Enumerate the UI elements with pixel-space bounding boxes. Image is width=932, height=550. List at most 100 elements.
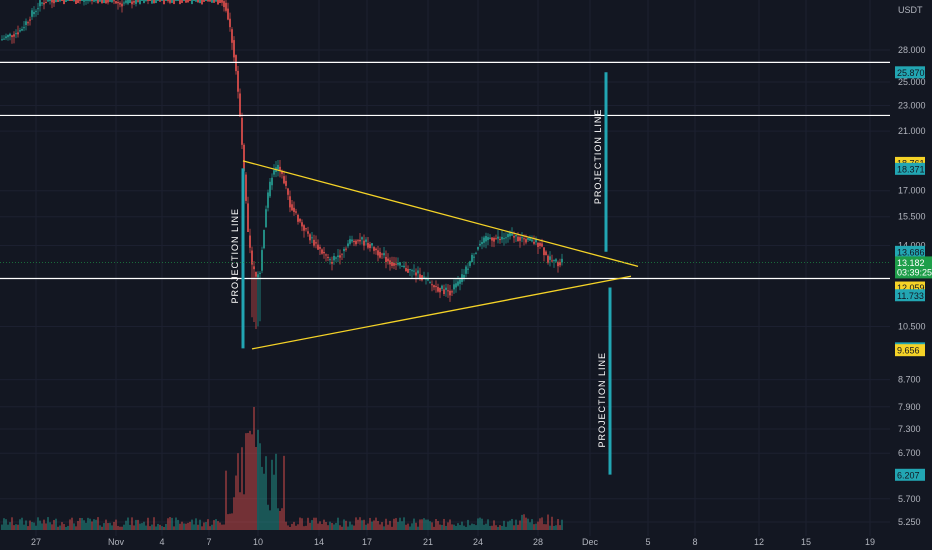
trendlines[interactable]	[242, 160, 639, 350]
candle-body	[283, 176, 285, 184]
candle-body	[295, 211, 297, 213]
volume-bar	[497, 526, 499, 530]
candle-body	[383, 253, 385, 256]
volume-bar	[229, 513, 231, 530]
volume-bar	[99, 525, 101, 530]
candle-body	[527, 237, 529, 240]
volume-bar	[457, 523, 459, 530]
volume-bar	[29, 520, 31, 530]
volume-bar	[23, 524, 25, 530]
candle-body	[247, 203, 249, 232]
candle-body	[471, 254, 473, 263]
candle-body	[199, 0, 201, 4]
candle-body	[27, 22, 29, 24]
candle-body	[303, 225, 305, 231]
volume-bar	[543, 524, 545, 530]
volume-bar	[9, 522, 11, 530]
volume-bar	[433, 526, 435, 530]
price-badges: 25.87018.76118.37113.68613.06512.05911.7…	[0, 66, 932, 481]
volume-bar	[255, 446, 257, 530]
price-badge	[895, 245, 925, 258]
candle-body	[481, 242, 483, 245]
volume-bar	[479, 517, 481, 530]
candle-body	[263, 229, 265, 249]
candle-body	[537, 242, 539, 247]
candle-body	[31, 10, 33, 17]
candle-body	[551, 260, 553, 262]
candle-body	[267, 192, 269, 208]
candle-body	[87, 0, 89, 1]
volume-bar	[157, 523, 159, 530]
volume-bar	[171, 517, 173, 530]
volume-bar	[107, 523, 109, 530]
candle-body	[535, 239, 537, 243]
volume-bar	[91, 521, 93, 530]
volume-bar	[549, 525, 551, 530]
candle-body	[489, 237, 491, 239]
volume-bar	[321, 524, 323, 530]
candle-body	[359, 239, 361, 242]
volume-bar	[39, 520, 41, 530]
candle-body	[43, 2, 45, 5]
volume-bar	[371, 521, 373, 530]
volume-bar	[211, 524, 213, 530]
candle-body	[457, 281, 459, 286]
volume-bar	[205, 522, 207, 530]
candle-body	[455, 283, 457, 288]
volume-bar	[273, 474, 275, 530]
candle-body	[225, 2, 227, 11]
candle-body	[361, 237, 363, 240]
candle-body	[15, 33, 17, 35]
volume-bar	[295, 525, 297, 530]
upper-trendline[interactable]	[242, 160, 639, 267]
volume-bar	[299, 517, 301, 530]
candle-body	[121, 3, 123, 7]
volume-bar	[469, 525, 471, 530]
volume-bar	[445, 525, 447, 530]
volume-bar	[159, 524, 161, 530]
volume-bar	[437, 521, 439, 530]
candle-body	[375, 248, 377, 251]
candle-body	[49, 0, 51, 1]
candle-body	[269, 181, 271, 197]
volume-bar	[81, 518, 83, 530]
candle-body	[355, 240, 357, 245]
volume-bar	[513, 525, 515, 530]
projection-lines[interactable]: PROJECTION LINE PROJECTION LINE PROJECTION…	[230, 72, 612, 475]
volume-bar	[439, 524, 441, 530]
price-badge-label: 6.207	[897, 470, 920, 480]
lower-trendline[interactable]	[251, 275, 632, 350]
volume-bar	[305, 525, 307, 530]
volume-bar	[525, 517, 527, 530]
candle-body	[139, 0, 141, 5]
volume-bar	[141, 523, 143, 530]
volume-bar	[471, 523, 473, 530]
candle-body	[363, 240, 365, 246]
volume-bar	[361, 520, 363, 530]
horizontal-levels[interactable]	[0, 61, 890, 280]
volume-bar	[243, 494, 245, 530]
volume-bar	[365, 524, 367, 530]
volume-bar	[115, 519, 117, 530]
volume-bar	[241, 447, 243, 530]
candle-body	[59, 0, 61, 2]
candle-body	[45, 1, 47, 4]
candle-body	[453, 284, 455, 290]
candle-body	[415, 272, 417, 276]
candle-body	[349, 239, 351, 244]
price-badge	[895, 468, 925, 481]
volume-bar	[491, 525, 493, 530]
volume-bar	[127, 517, 129, 530]
volume-bar	[5, 519, 7, 530]
candle-body	[385, 256, 387, 263]
candle-body	[421, 275, 423, 281]
candle-body	[71, 0, 73, 1]
volume-bar	[191, 519, 193, 530]
volume-bar	[53, 520, 55, 530]
candle-body	[53, 0, 55, 4]
projection-line-label: PROJECTION LINE	[593, 109, 603, 205]
volume-bar	[357, 519, 359, 530]
price-badge-label: 18.371	[897, 164, 925, 174]
